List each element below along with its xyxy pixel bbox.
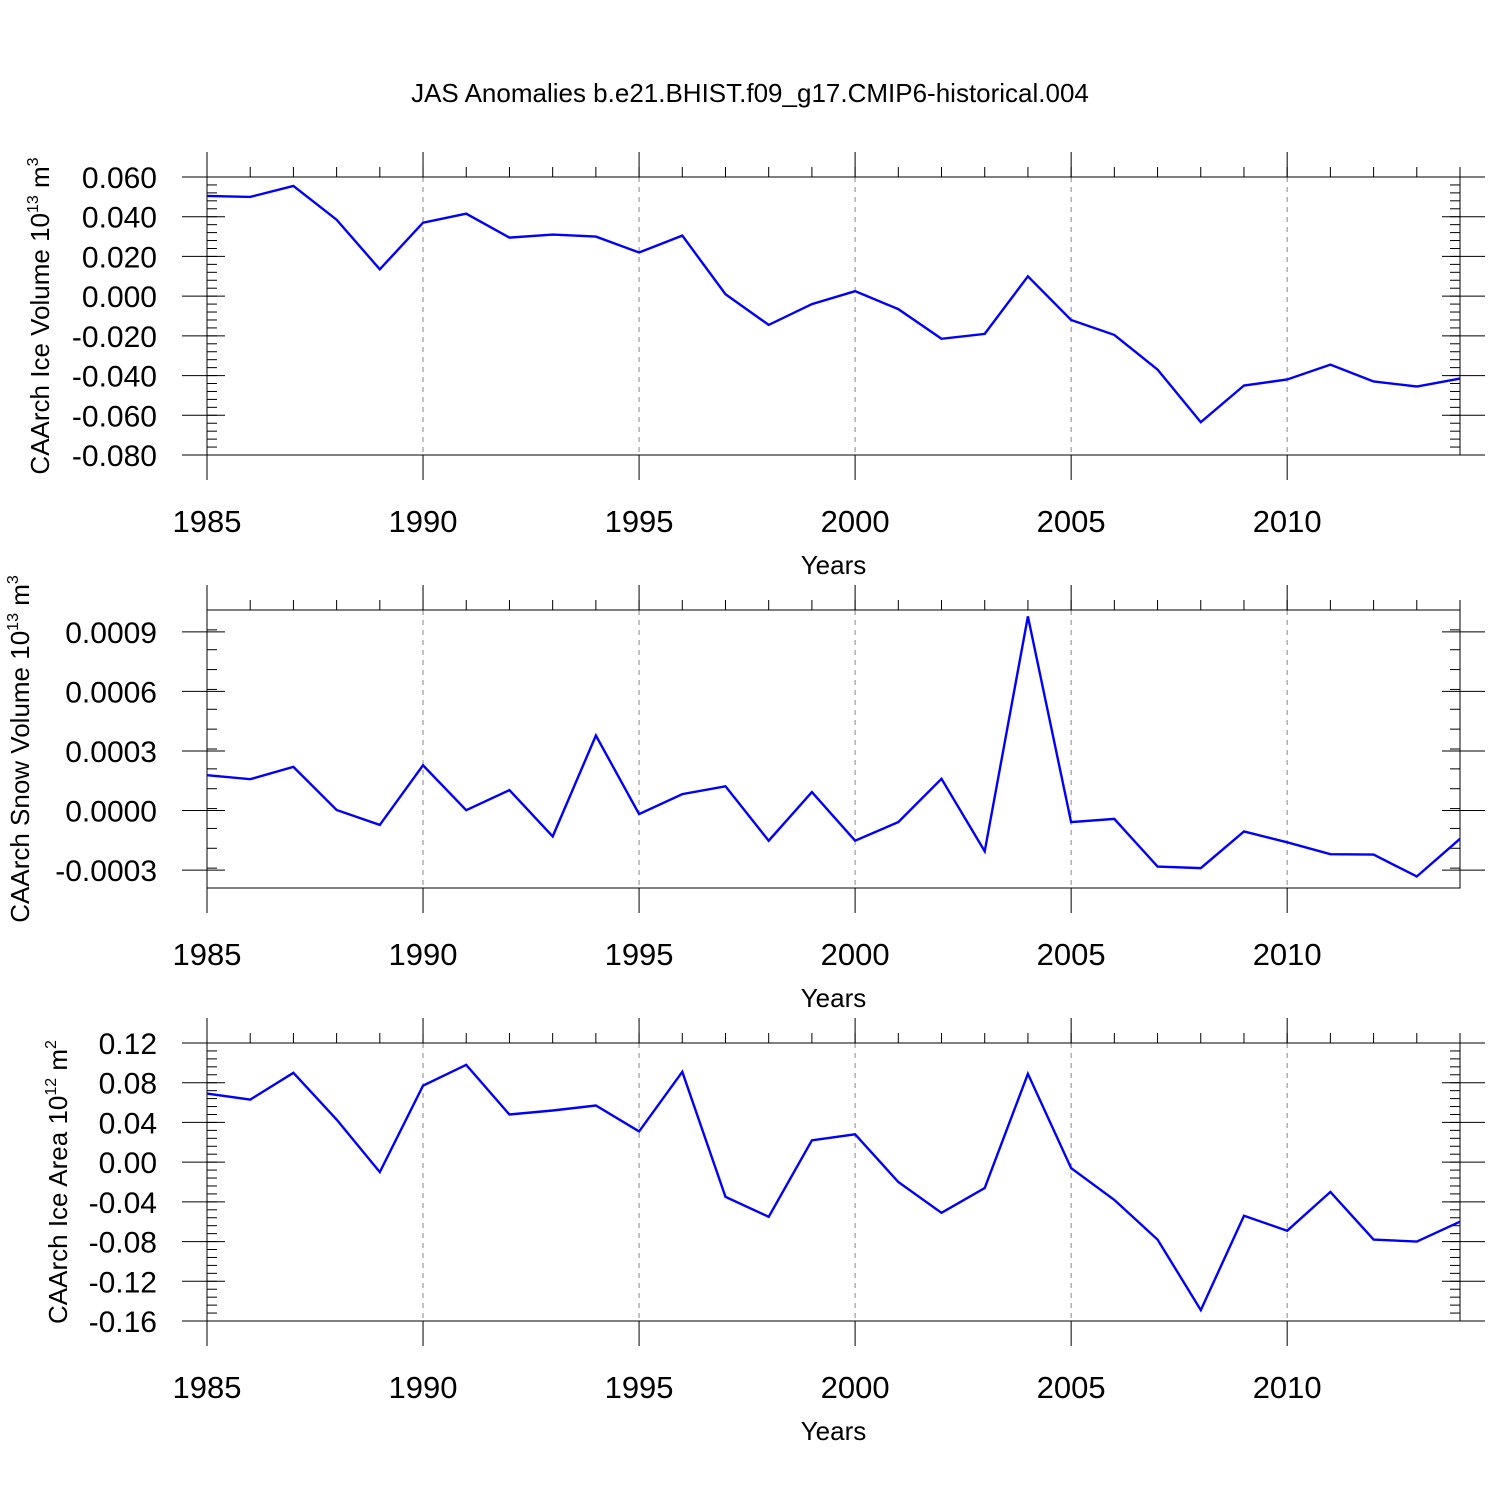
x-tick-label: 1990 — [389, 504, 458, 539]
y-axis-label-unit-exponent: 3 — [5, 575, 22, 584]
data-series-line — [206, 616, 1461, 878]
y-tick-label: -0.16 — [89, 1306, 157, 1339]
y-tick-label: -0.08 — [89, 1227, 157, 1260]
plot-frame — [206, 609, 1461, 889]
y-axis-label-main: CAArch Snow Volume 10 — [5, 631, 35, 923]
y-axis-label-main: CAArch Ice Volume 10 — [25, 213, 55, 475]
panel-ice-area: -0.16 -0.12 -0.08 -0.04 0.00 0.04 0.08 0.12 1985… — [43, 1018, 1485, 1446]
y-tick-label: -0.060 — [72, 400, 157, 433]
data-series-line — [206, 1063, 1461, 1313]
chart-title: JAS Anomalies b.e21.BHIST.f09_g17.CMIP6-… — [411, 78, 1089, 108]
panel-snow-volume: -0.0003 0.0000 0.0003 0.0006 0.0009 1985 1990 1… — [5, 575, 1485, 1013]
y-tick-label: -0.12 — [89, 1266, 157, 1299]
x-tick-label: 2005 — [1037, 937, 1106, 972]
y-axis-label-unit-exponent: 2 — [43, 1040, 60, 1049]
y-axis-label-exponent: 13 — [25, 195, 42, 213]
y-tick-label: 0.060 — [82, 162, 157, 195]
y-tick-label: -0.080 — [72, 440, 157, 473]
y-tick-label: 0.0006 — [65, 676, 157, 709]
x-tick-label: 1995 — [605, 937, 674, 972]
y-tick-label: 0.000 — [82, 281, 157, 314]
x-axis-label: Years — [801, 1416, 867, 1446]
x-tick-label: 1990 — [389, 937, 458, 972]
y-axis-label-unit-exponent: 3 — [25, 157, 42, 166]
plot-frame — [206, 1042, 1461, 1322]
x-tick-label: 1985 — [173, 937, 242, 972]
y-axis-label-unit: m — [5, 584, 35, 613]
y-axis-label: CAArch Snow Volume 1013 m3 — [5, 575, 35, 923]
x-tick-label: 2005 — [1037, 1370, 1106, 1405]
y-tick-label: -0.0003 — [55, 855, 157, 888]
y-tick-label: 0.08 — [99, 1068, 157, 1101]
x-tick-label: 2000 — [821, 504, 890, 539]
x-tick-label: 1985 — [173, 1370, 242, 1405]
y-axis-label-main: CAArch Ice Area 10 — [43, 1096, 73, 1324]
y-axis-label: CAArch Ice Area 1012 m2 — [43, 1040, 73, 1324]
x-axis-label: Years — [801, 550, 867, 580]
x-tick-label: 1995 — [605, 504, 674, 539]
x-tick-label: 1985 — [173, 504, 242, 539]
y-tick-label: -0.04 — [89, 1187, 157, 1220]
y-axis-label-exponent: 12 — [43, 1078, 60, 1096]
x-tick-label: 2000 — [821, 1370, 890, 1405]
x-tick-label: 2010 — [1253, 937, 1322, 972]
x-tick-label: 2010 — [1253, 504, 1322, 539]
x-tick-label: 1990 — [389, 1370, 458, 1405]
y-axis-label-unit: m — [43, 1049, 73, 1078]
y-axis-label-exponent: 13 — [5, 613, 22, 631]
y-tick-label: 0.0003 — [65, 736, 157, 769]
panel-ice-volume: -0.080 -0.060 -0.040 -0.020 0.000 0.020 0.040 0… — [25, 152, 1485, 580]
x-tick-label: 2005 — [1037, 504, 1106, 539]
y-tick-label: 0.12 — [99, 1028, 157, 1061]
y-axis-label-unit: m — [25, 166, 55, 195]
y-axis-label: CAArch Ice Volume 1013 m3 — [25, 157, 55, 474]
x-tick-label: 2000 — [821, 937, 890, 972]
y-tick-label: 0.040 — [82, 202, 157, 235]
x-tick-label: 2010 — [1253, 1370, 1322, 1405]
y-tick-label: 0.00 — [99, 1147, 157, 1180]
plot-frame — [206, 176, 1461, 456]
y-tick-label: 0.04 — [99, 1107, 157, 1140]
y-tick-label: 0.0000 — [65, 796, 157, 829]
y-tick-label: -0.020 — [72, 321, 157, 354]
y-tick-label: -0.040 — [72, 361, 157, 394]
x-axis-label: Years — [801, 983, 867, 1013]
y-tick-label: 0.020 — [82, 241, 157, 274]
y-tick-label: 0.0009 — [65, 617, 157, 650]
x-tick-label: 1995 — [605, 1370, 674, 1405]
data-series-line — [206, 184, 1461, 424]
